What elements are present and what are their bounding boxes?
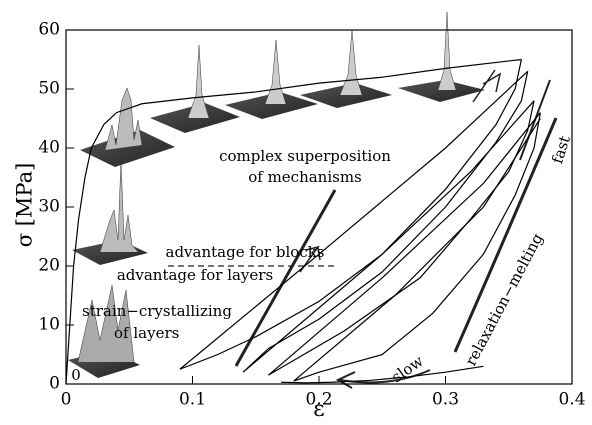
- curve: [65, 58, 522, 385]
- x-tick-label: 0.1: [179, 390, 206, 410]
- annotation: advantage for layers: [117, 266, 273, 284]
- y-tick-label: 60: [38, 20, 60, 40]
- curve: [281, 365, 484, 384]
- annotation: complex superposition: [219, 147, 391, 165]
- insets: [68, 11, 485, 378]
- x-axis-title: ε: [313, 397, 324, 421]
- arrows: [168, 69, 558, 389]
- curve: [293, 112, 541, 382]
- annotation: strain−crystallizing: [82, 302, 232, 320]
- x-tick-label: 0: [61, 390, 72, 410]
- annotation: advantage for blocks: [166, 243, 325, 261]
- y-tick-label: 50: [38, 79, 60, 99]
- annotation: relaxation−melting: [462, 230, 547, 369]
- x-tick-label: 0.2: [305, 390, 332, 410]
- annotation: fast: [548, 133, 574, 165]
- curve: [179, 59, 529, 370]
- annotation: 0: [71, 366, 81, 384]
- annotation: of layers: [114, 324, 179, 342]
- x-tick-label: 0.3: [432, 390, 459, 410]
- y-tick-label: 30: [38, 197, 60, 217]
- annotation: of mechanisms: [248, 168, 362, 186]
- y-tick-label: 40: [38, 138, 60, 158]
- y-tick-label: 20: [38, 256, 60, 276]
- y-tick-label: 10: [38, 315, 60, 335]
- x-tick-label: 0.4: [558, 390, 585, 410]
- y-tick-label: 0: [49, 374, 60, 394]
- curve: [242, 71, 535, 373]
- y-axis-title: σ [MPa]: [13, 163, 37, 248]
- annotation: slow: [388, 352, 427, 387]
